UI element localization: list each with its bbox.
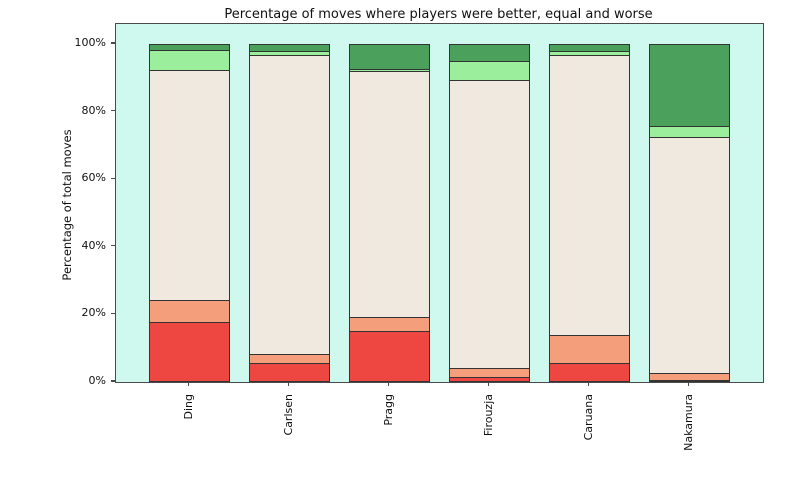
bar-segment-better_strong [249,43,330,52]
x-tick-label-text: Caruana [581,394,595,441]
x-tick-label-ding: Ding [181,390,206,419]
bar-segment-worse_slight [549,334,630,363]
bar-segment-equal [649,137,730,373]
bar-segment-worse_strong [549,362,630,382]
y-tick-mark [111,42,115,44]
x-tick-label-text: Pragg [381,394,395,426]
y-tick-label: 40% [81,238,106,252]
x-tick-label-carlsen: Carlsen [281,390,322,435]
x-tick-label-nakamura: Nakamura [681,390,738,451]
y-tick-mark [111,245,115,247]
y-tick-mark [111,312,115,314]
bar-segment-equal [149,70,230,300]
y-tick-mark [111,177,115,179]
x-tick-mark [387,382,390,386]
x-tick-mark [287,382,290,386]
x-tick-mark [487,382,490,386]
bar-segment-worse_strong [649,380,730,382]
bar-segment-worse_slight [149,299,230,322]
stacked-bar-carlsen [249,43,330,382]
bar-segment-better_slight [449,61,530,81]
bar-segment-worse_strong [449,376,530,382]
y-tick-mark [111,109,115,112]
bar-segment-equal [349,71,430,318]
bar-segment-better_strong [349,43,430,70]
x-tick-label-text: Firouzja [481,394,495,437]
y-axis-label: Percentage of total moves [60,129,74,281]
bar-segment-worse_slight [449,367,530,377]
x-tick-label-caruana: Caruana [581,390,627,440]
x-tick-mark [587,382,590,386]
bar-segment-worse_strong [249,363,330,382]
bar-segment-worse_slight [249,353,330,364]
x-tick-label-firouzja: Firouzja [481,390,523,436]
bar-segment-better_strong [149,43,230,51]
stacked-bar-caruana [549,44,630,382]
x-tick-label-text: Carlsen [281,394,295,436]
bar-segment-equal [549,55,630,335]
x-tick-label-pragg: Pragg [381,390,413,426]
y-tick-label: 20% [81,306,106,320]
bar-segment-worse_slight [649,372,730,380]
x-tick-mark [187,382,190,386]
plot-area [115,23,764,383]
x-tick-label-text: Ding [181,394,195,420]
stacked-bar-ding [149,43,230,382]
y-tick-label: 100% [74,35,106,49]
y-tick-label: 0% [88,374,106,387]
chart-title: Percentage of moves where players were b… [224,7,653,22]
bar-segment-worse_strong [349,331,430,382]
y-tick-label: 80% [81,103,106,117]
bar-segment-equal [449,80,530,368]
bar-segment-better_strong [449,43,530,62]
bar-segment-equal [249,55,330,354]
stacked-bar-firouzja [449,43,530,382]
y-tick-mark [111,380,115,382]
stacked-bar-pragg [349,43,430,382]
bar-segment-worse_strong [149,321,230,382]
bar-segment-better_strong [549,44,630,52]
y-tick-label: 60% [81,171,106,185]
bar-segment-better_slight [349,69,430,72]
x-tick-mark [687,382,690,386]
x-tick-label-text: Nakamura [681,394,695,451]
bar-segment-better_strong [649,43,730,126]
bar-segment-better_slight [549,51,630,56]
bar-segment-better_slight [249,51,330,56]
stacked-bar-nakamura [649,43,730,382]
bar-segment-worse_slight [349,317,430,332]
bar-segment-better_slight [649,125,730,138]
bar-segment-better_slight [149,50,230,71]
